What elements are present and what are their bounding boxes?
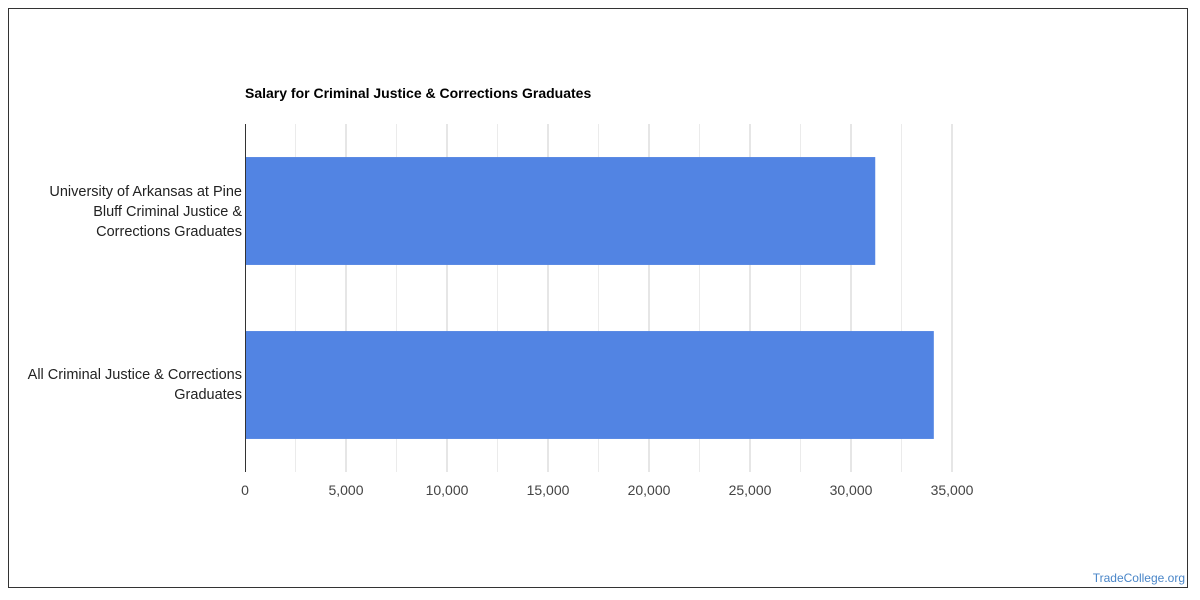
- x-axis-ticks: 0 5,000 10,000 15,000 20,000 25,000 30,000 35,0…: [241, 482, 974, 498]
- x-tick-label: 0: [241, 482, 249, 498]
- bar-0: [245, 157, 876, 265]
- x-tick-label: 15,000: [527, 482, 570, 498]
- x-tick-label: 5,000: [328, 482, 363, 498]
- category-label-all-graduates: All Criminal Justice & Corrections Gradu…: [27, 367, 242, 403]
- chart-title: Salary for Criminal Justice & Correction…: [245, 85, 592, 101]
- x-tick-label: 25,000: [729, 482, 772, 498]
- x-tick-label: 20,000: [628, 482, 671, 498]
- x-tick-label: 10,000: [426, 482, 469, 498]
- x-tick-label: 35,000: [931, 482, 974, 498]
- bars: [245, 157, 934, 439]
- bar-1: [245, 331, 934, 439]
- category-label-university: University of Arkansas at Pine Bluff Cri…: [49, 184, 242, 240]
- x-tick-label: 30,000: [830, 482, 873, 498]
- watermark-link[interactable]: TradeCollege.org: [1092, 571, 1185, 585]
